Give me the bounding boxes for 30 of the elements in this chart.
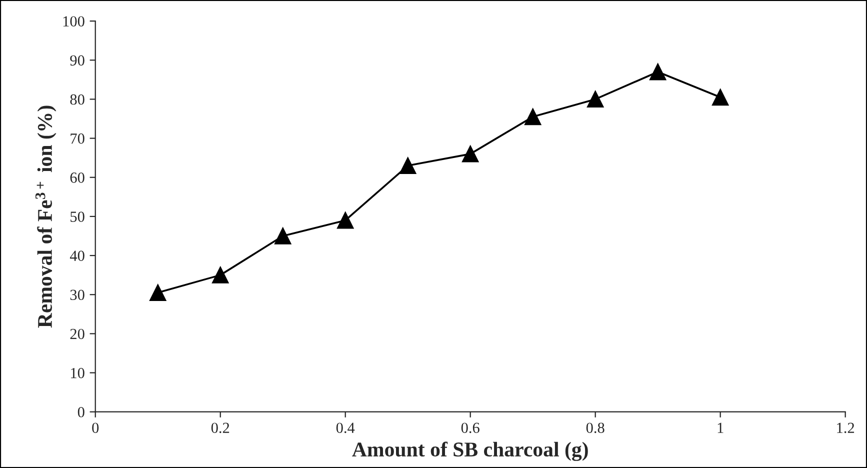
x-tick-label: 0 bbox=[92, 422, 99, 434]
x-tick-label: 0.6 bbox=[461, 422, 480, 434]
point bbox=[462, 146, 479, 162]
y-tick-label: 70 bbox=[70, 133, 84, 144]
point bbox=[524, 108, 542, 126]
x-tick-label: 1 bbox=[718, 422, 724, 433]
x-tick-label: 0.4 bbox=[336, 422, 355, 434]
point bbox=[650, 64, 666, 80]
y-tick-label: 0 bbox=[78, 406, 84, 418]
y-tick-label: 80 bbox=[70, 94, 84, 105]
y-tick-label: 40 bbox=[70, 250, 84, 261]
y-tick-label: 20 bbox=[70, 328, 84, 340]
y-tick-label: 60 bbox=[70, 172, 84, 183]
x-tick-label: 0.2 bbox=[211, 422, 230, 434]
y-tick-label: 50 bbox=[70, 212, 84, 222]
point bbox=[337, 212, 354, 229]
x-tick-label: 1.2 bbox=[837, 422, 854, 434]
y-tick-label: 30 bbox=[70, 290, 84, 300]
point bbox=[150, 284, 166, 301]
point bbox=[274, 228, 292, 244]
y-tick-label: 10 bbox=[71, 368, 84, 378]
point bbox=[712, 88, 729, 106]
point bbox=[587, 90, 604, 108]
x-axis-title: Amount of SB charcoal (g) bbox=[352, 442, 588, 461]
x-tick-label: 0.8 bbox=[586, 422, 604, 434]
point bbox=[212, 266, 229, 284]
y-tick-label: 90 bbox=[70, 55, 84, 66]
y-tick-label: 100 bbox=[63, 16, 84, 27]
point bbox=[400, 157, 416, 174]
y-axis-title: Removal of Fe$^{3+}$ ion (%) bbox=[35, 106, 56, 328]
